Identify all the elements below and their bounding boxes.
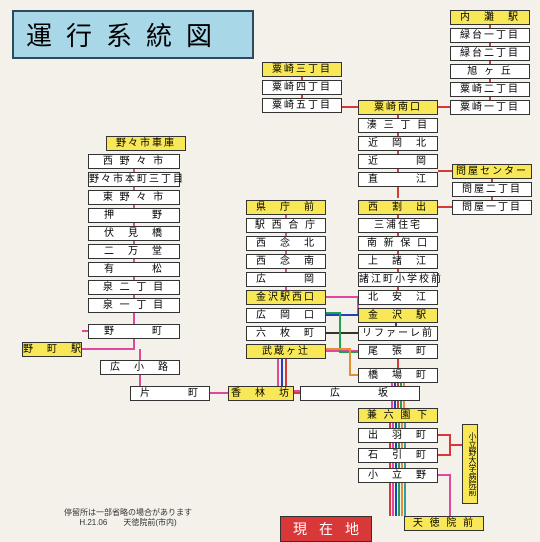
n-awa1: 粟崎一丁目 [450,100,530,115]
n-kanazawaw: 金沢駅西口 [246,290,326,305]
n-tonya2: 問屋二丁目 [452,182,532,197]
n-nomachieki: 野 町 駅 [22,342,82,357]
n-arimatsu: 有 松 [88,262,180,277]
n-tonya1: 問屋一丁目 [452,200,532,215]
n-nishiwari: 西 割 出 [358,200,438,215]
n-izumi1: 泉 一 丁 目 [88,298,180,313]
n-korinbo: 香 林 坊 [228,386,294,401]
n-hashiba: 橋 場 町 [358,368,438,383]
n-owari: 尾 張 町 [358,344,438,359]
n-kaminoroe: 上 諸 江 [358,254,438,269]
n-honmachi3: 野々市本町三丁目 [88,172,180,187]
n-chikaoka: 近 岡 [358,154,438,169]
n-nomachi: 野 町 [88,324,180,339]
n-ekinishi: 駅 西 合 庁 [246,218,326,233]
n-moroemachi: 諸江町小学校前 [358,272,438,287]
n-tonyac: 問屋センター [452,164,532,179]
n-kodatsuno: 小 立 野 [358,468,438,483]
n-fushimi: 伏 見 橋 [88,226,180,241]
footnote-text: 停留所は一部省略の場合があります H.21.06 天徳院前(市内) [64,508,192,529]
n-miura: 三浦住宅 [358,218,438,233]
footnote-line2: H.21.06 天徳院前(市内) [79,518,176,527]
n-rifare: リファーレ前 [358,326,438,341]
n-hirookag: 広 岡 口 [246,308,326,323]
n-hirosaka: 広 坂 [300,386,420,401]
n-nishinenkita: 西 念 北 [246,236,326,251]
n-uchinada: 内 灘 駅 [450,10,530,25]
n-minato3: 湊 三 丁 目 [358,118,438,133]
n-tentokuin: 天 徳 院 前 [404,516,484,531]
n-oshino: 押 野 [88,208,180,223]
n-kodatsudai: 小立野大学病院前 [462,424,478,504]
n-nishinenmin: 西 念 南 [246,254,326,269]
n-chikaokak: 近 岡 北 [358,136,438,151]
n-izumi2: 泉 二 丁 目 [88,280,180,295]
n-awaminami: 粟崎南口 [358,100,438,115]
n-awa2: 粟崎二丁目 [450,82,530,97]
n-kanazawa: 金 沢 駅 [358,308,438,323]
n-musashi: 武蔵ヶ辻 [246,344,326,359]
n-midori2: 緑台二丁目 [450,46,530,61]
route-line-red [438,435,450,455]
n-hirokoji: 広 小 路 [100,360,180,375]
n-hiroka: 広 岡 [246,272,326,287]
n-nimando: 二 万 堂 [88,244,180,259]
n-katamachi: 片 町 [130,386,210,401]
n-awa5: 粟崎五丁目 [262,98,342,113]
n-midori1: 緑台一丁目 [450,28,530,43]
n-nishinono: 西 野 々 市 [88,154,180,169]
n-minamishin: 南 新 保 口 [358,236,438,251]
n-awa3: 粟崎三丁目 [262,62,342,77]
you-are-here-label: 現在地 [280,516,372,542]
n-asahi: 旭 ヶ 丘 [450,64,530,79]
n-awa4: 粟崎四丁目 [262,80,342,95]
n-kitayasue: 北 安 江 [358,290,438,305]
n-ishibiki: 石 引 町 [358,448,438,463]
footnote-line1: 停留所は一部省略の場合があります [64,508,192,517]
n-naoe: 直 江 [358,172,438,187]
n-kenroku: 兼 六 園 下 [358,408,438,423]
n-higashinono: 東 野 々 市 [88,190,180,205]
n-kencho: 県 庁 前 [246,200,326,215]
n-nonoichi-depot: 野々市車庫 [106,136,186,151]
n-rokumai: 六 枚 町 [246,326,326,341]
diagram-title: 運行系統図 [12,10,254,59]
n-dewa: 出 羽 町 [358,428,438,443]
